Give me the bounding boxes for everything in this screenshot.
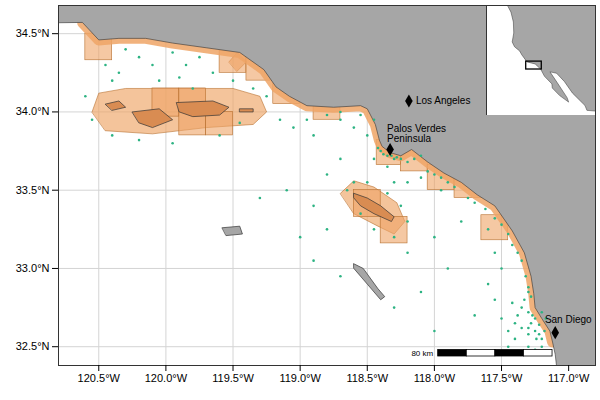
svg-text:80 km: 80 km (411, 349, 433, 358)
svg-text:Los Angeles: Los Angeles (416, 95, 471, 106)
svg-text:33.0°N: 33.0°N (16, 262, 50, 274)
svg-text:San Diego: San Diego (545, 314, 592, 325)
svg-text:118.5°W: 118.5°W (347, 372, 389, 384)
svg-text:32.5°N: 32.5°N (16, 340, 50, 352)
svg-text:120.5°W: 120.5°W (78, 372, 121, 384)
svg-text:117.0°W: 117.0°W (548, 372, 590, 384)
svg-text:119.5°W: 119.5°W (212, 372, 254, 384)
svg-text:120.0°W: 120.0°W (145, 372, 188, 384)
svg-text:33.5°N: 33.5°N (16, 184, 50, 196)
svg-text:34.0°N: 34.0°N (16, 105, 50, 117)
svg-text:Palos VerdesPeninsula: Palos VerdesPeninsula (387, 123, 446, 144)
svg-text:34.5°N: 34.5°N (16, 27, 50, 39)
svg-text:117.5°W: 117.5°W (481, 372, 523, 384)
svg-text:119.0°W: 119.0°W (279, 372, 321, 384)
svg-text:118.0°W: 118.0°W (414, 372, 456, 384)
